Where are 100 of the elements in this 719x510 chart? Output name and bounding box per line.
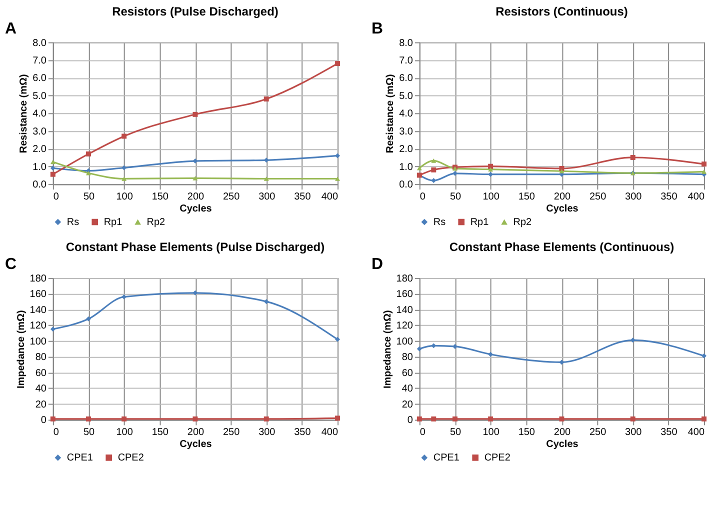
point: [702, 162, 707, 167]
point: [431, 167, 436, 172]
legend-label: CPE1: [66, 452, 94, 464]
y-tick-label: 1.0: [32, 162, 47, 173]
x-tick-label: 100: [482, 427, 500, 438]
x-tick-label: 250: [222, 192, 240, 203]
y-tick-label: 20: [35, 399, 47, 410]
y-tick-label: 8.0: [32, 38, 47, 49]
y-tick-label: 80: [402, 352, 414, 364]
point: [559, 360, 564, 365]
x-tick-label: 300: [258, 192, 276, 203]
point: [50, 416, 56, 422]
point: [122, 134, 127, 139]
y-tick-label: 60: [35, 368, 47, 379]
point: [192, 176, 198, 180]
x-tick-label: 50: [450, 427, 462, 438]
y-tick-label: 140: [30, 304, 47, 316]
y-tick-label: 40: [35, 384, 47, 395]
y-tick-label: 8.0: [399, 38, 414, 49]
x-tick-label: 200: [187, 192, 204, 203]
y-tick-label: 80: [35, 352, 47, 364]
point: [431, 158, 436, 163]
y-tick-label: 120: [396, 320, 414, 332]
y-tick-label: 7.0: [32, 55, 47, 66]
x-axis-title: Cycles: [180, 439, 212, 450]
y-tick-label: 5.0: [32, 90, 47, 102]
x-tick-label: 300: [258, 427, 276, 438]
x-tick-label: 150: [518, 192, 536, 203]
point: [50, 166, 56, 171]
x-tick-label: 150: [518, 427, 536, 438]
x-tick-label: 250: [222, 427, 240, 438]
legend-label: CPE1: [433, 452, 460, 464]
y-tick-label: 40: [402, 384, 414, 395]
x-tick-label: 100: [482, 192, 500, 203]
point: [50, 160, 56, 164]
legend-label: Rs: [433, 217, 446, 228]
point: [50, 172, 56, 177]
point: [416, 166, 422, 170]
x-tick-label: 50: [83, 192, 95, 203]
point: [702, 353, 707, 358]
point: [335, 416, 340, 421]
x-tick-label: 350: [294, 427, 312, 438]
point: [264, 416, 269, 422]
point: [122, 416, 127, 422]
y-tick-label: 7.0: [399, 55, 414, 66]
x-tick-label: 400: [321, 427, 338, 438]
x-tick-label: 400: [688, 427, 705, 438]
y-tick-label: 120: [30, 320, 47, 332]
legend-label: CPE2: [484, 452, 511, 464]
y-tick-label: 160: [30, 289, 47, 300]
legend-label: Rs: [66, 217, 80, 228]
point: [431, 416, 436, 422]
y-tick-label: 180: [30, 273, 47, 284]
point: [192, 158, 198, 164]
point: [630, 154, 636, 160]
point: [122, 176, 127, 181]
point: [702, 170, 707, 174]
y-tick-label: 0: [407, 415, 414, 426]
chart-title: Resistors (Pulse Discharged): [112, 4, 278, 18]
y-axis-title: Impedance (mΩ): [382, 310, 394, 389]
y-axis-title: Impedance (mΩ): [16, 310, 27, 389]
y-axis-title: Resistance (mΩ): [18, 74, 30, 154]
y-tick-label: 20: [402, 399, 414, 410]
point: [488, 164, 494, 169]
x-tick-label: 100: [116, 427, 134, 438]
y-tick-label: 2.0: [32, 144, 47, 156]
x-tick-label: 300: [625, 192, 642, 203]
y-tick-label: 0.0: [399, 180, 414, 191]
legend-label: Rp1: [470, 217, 490, 228]
x-tick-label: 350: [660, 192, 678, 203]
x-tick-label: 400: [688, 192, 705, 203]
x-tick-label: 50: [83, 427, 95, 438]
x-tick-label: 150: [152, 192, 169, 203]
point: [264, 96, 269, 102]
point: [559, 168, 564, 174]
point: [335, 61, 340, 66]
point: [488, 167, 494, 172]
point: [86, 151, 91, 156]
point: [335, 153, 340, 158]
text: C: [4, 256, 17, 273]
x-tick-label: 250: [589, 192, 607, 203]
legend-label: Rp2: [513, 217, 532, 228]
text: D: [371, 256, 384, 273]
point: [50, 326, 56, 332]
x-axis-title: Cycles: [180, 204, 212, 215]
point: [452, 416, 458, 422]
point: [416, 346, 422, 352]
point: [335, 176, 340, 181]
x-tick-label: 200: [187, 427, 204, 438]
point: [416, 416, 422, 422]
x-tick-label: 0: [53, 427, 60, 438]
y-tick-label: 160: [396, 289, 414, 300]
legend-label: CPE2: [118, 452, 144, 464]
x-tick-label: 350: [294, 192, 312, 203]
text: B: [371, 20, 384, 38]
y-tick-label: 5.0: [399, 90, 414, 102]
point: [192, 290, 198, 296]
legend-label: Rp1: [104, 217, 123, 228]
x-tick-label: 200: [554, 427, 571, 438]
text: A: [4, 20, 17, 38]
